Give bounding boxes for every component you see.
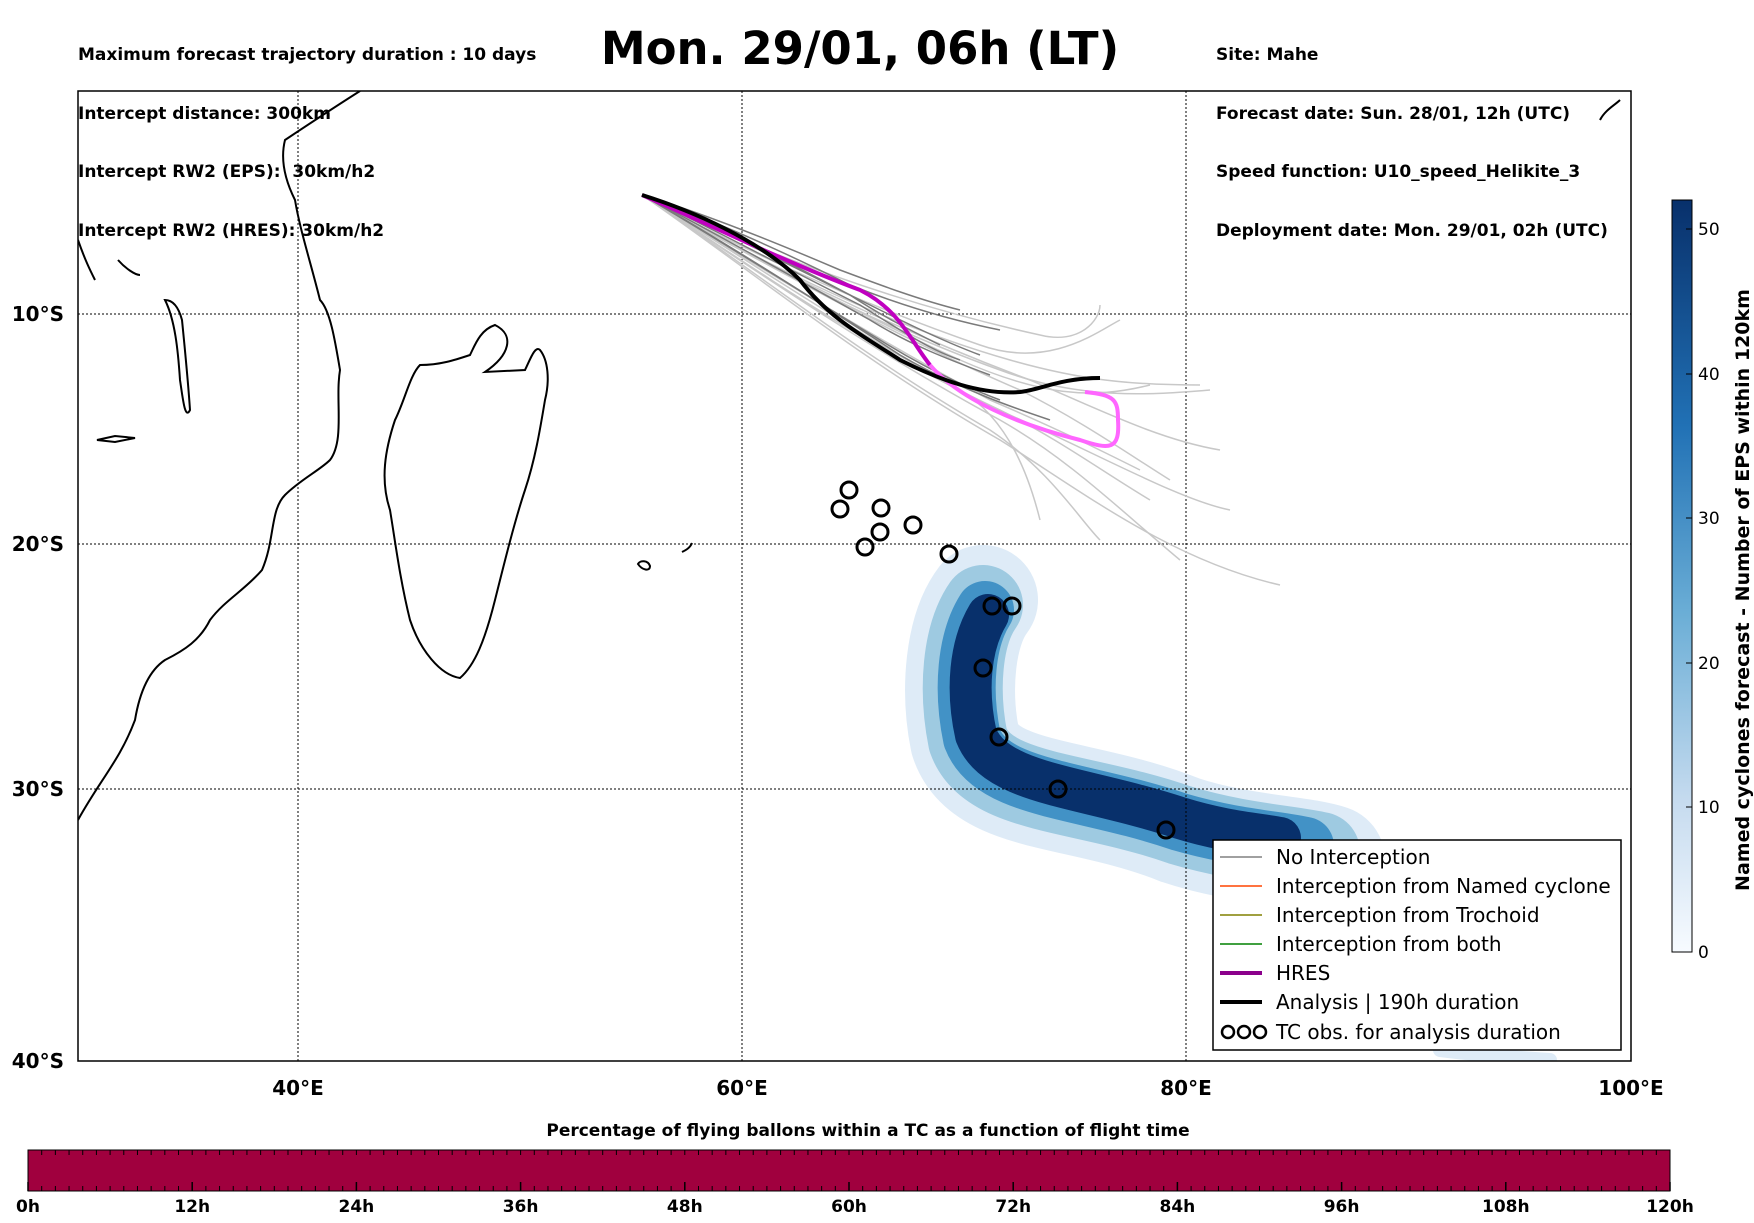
header-line: Speed function: U10_speed_Helikite_3 <box>1216 162 1581 182</box>
flight-time-tick-label: 12h <box>174 1197 210 1217</box>
map-frame <box>77 90 1632 1062</box>
cyclone-marker-icon <box>855 537 875 557</box>
legend-label: HRES <box>1276 961 1330 985</box>
legend-box <box>1212 839 1622 1051</box>
lat-label: 20°S <box>12 532 64 556</box>
cyclone-marker-icon <box>871 498 891 518</box>
cyclone-marker-icon <box>839 480 859 500</box>
flight-time-bar: Percentage of flying ballons within a TC… <box>16 1121 1694 1217</box>
flight-time-tick-labels: 0h 12h 24h 36h 48h 60h 72h 84h 96h 108h 120h <box>16 1197 1694 1217</box>
flight-time-tick-label: 48h <box>667 1197 703 1217</box>
legend-label: Interception from Trochoid <box>1276 903 1540 927</box>
header-line: Intercept RW2 (EPS): 30km/h2 <box>78 162 376 182</box>
header-line: Intercept distance: 300km <box>78 103 331 124</box>
header-line: Site: Mahe <box>1216 45 1319 65</box>
colorbar-tick-label: 50 <box>1698 220 1720 240</box>
cyclone-marker-icon <box>870 522 890 542</box>
colorbar-tick-label: 20 <box>1698 654 1720 674</box>
cyclone-marker-icon <box>1048 779 1068 799</box>
legend: No Interception Interception from Named … <box>1212 839 1622 1051</box>
flight-time-minor-ticks <box>41 1150 1657 1191</box>
cyclone-marker-icon <box>903 515 923 535</box>
lat-label: 30°S <box>12 777 64 801</box>
legend-label: Interception from Named cyclone <box>1276 874 1611 898</box>
lat-label: 10°S <box>12 302 64 326</box>
lon-label: 80°E <box>1160 1076 1212 1100</box>
legend-label: No Interception <box>1276 845 1430 869</box>
cyclone-marker-icon <box>982 596 1002 616</box>
cyclone-marker-icon <box>939 544 959 564</box>
header-line: Forecast date: Sun. 28/01, 12h (UTC) <box>1216 103 1571 124</box>
header-line: Maximum forecast trajectory duration : 1… <box>78 45 537 65</box>
gridlines <box>78 91 1631 1061</box>
flight-time-tick-label: 0h <box>16 1197 40 1217</box>
colorbar-gradient <box>1671 199 1693 953</box>
header-info-left: Maximum forecast trajectory duration : 1… <box>78 7 536 261</box>
flight-time-tick-label: 108h <box>1482 1197 1530 1217</box>
cyclone-marker-icon <box>973 658 993 678</box>
lon-label: 60°E <box>716 1076 768 1100</box>
flight-time-bar-title: Percentage of flying ballons within a TC… <box>546 1121 1189 1141</box>
flight-time-tick-label: 96h <box>1324 1197 1360 1217</box>
cyclone-marker-icon <box>1220 1024 1268 1040</box>
lon-label: 40°E <box>272 1076 324 1100</box>
colorbar-label: Named cyclones forecast - Number of EPS … <box>1732 289 1754 891</box>
cyclone-marker-icon <box>830 499 850 519</box>
analysis-trajectory <box>641 193 1101 395</box>
coastlines <box>78 91 1621 821</box>
header-line: Intercept RW2 (HRES): 30km/h2 <box>78 220 385 241</box>
tc-observation-markers <box>830 480 1176 840</box>
flight-time-major-ticks <box>27 1182 1671 1191</box>
colorbar-tick-label: 10 <box>1698 798 1720 818</box>
colorbar-tick-label: 0 <box>1698 943 1709 963</box>
colorbar-tick-label: 30 <box>1698 509 1720 529</box>
header-info-right: Site: Mahe Forecast date: Sun. 28/01, 12… <box>1216 7 1608 261</box>
cyclone-marker-icon <box>1002 596 1022 616</box>
header-line: Deployment date: Mon. 29/01, 02h (UTC) <box>1216 220 1608 241</box>
flight-time-tick-label: 24h <box>339 1197 375 1217</box>
legend-label: Interception from both <box>1276 932 1502 956</box>
lat-label: 40°S <box>12 1049 64 1073</box>
flight-time-tick-label: 36h <box>503 1197 539 1217</box>
page-title: Mon. 29/01, 06h (LT) <box>600 22 1120 75</box>
lon-label: 100°E <box>1598 1076 1663 1100</box>
flight-time-tick-label: 120h <box>1646 1197 1694 1217</box>
flight-time-tick-label: 84h <box>1160 1197 1196 1217</box>
legend-label: TC obs. for analysis duration <box>1275 1020 1561 1044</box>
cyclone-marker-icon <box>1156 820 1176 840</box>
legend-label: Analysis | 190h duration <box>1276 990 1519 1014</box>
flight-time-tick-label: 72h <box>995 1197 1031 1217</box>
hres-trajectory-early <box>641 193 932 367</box>
flight-time-tick-label: 60h <box>831 1197 867 1217</box>
colorbar-tick-label: 40 <box>1698 365 1720 385</box>
hres-trajectory-late <box>928 363 1121 448</box>
density-colorbar: 0 10 20 30 40 50 Named cyclones forecast… <box>1671 199 1754 963</box>
cyclone-marker-icon <box>989 727 1009 747</box>
